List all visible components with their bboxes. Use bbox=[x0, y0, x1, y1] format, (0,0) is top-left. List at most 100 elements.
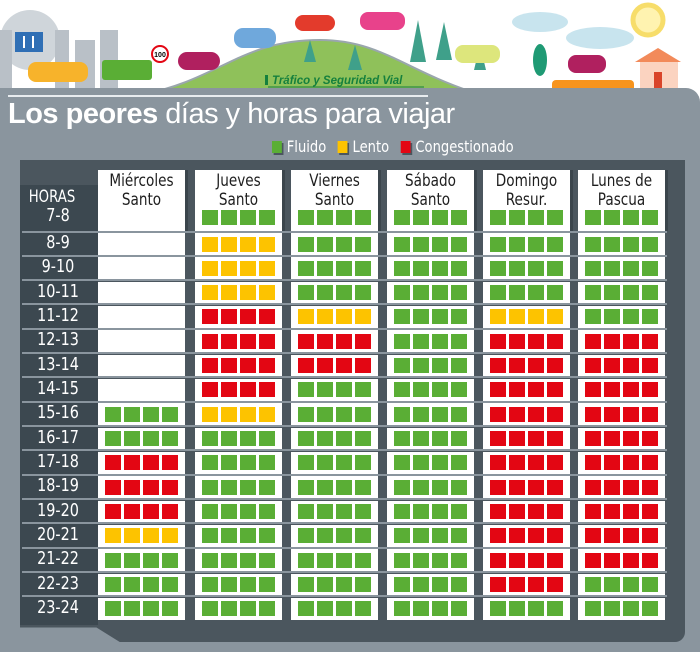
traffic-level-fluido bbox=[240, 552, 256, 568]
traffic-level-congestionado bbox=[221, 358, 237, 374]
traffic-level-fluido bbox=[509, 209, 525, 225]
traffic-level-fluido bbox=[432, 382, 448, 398]
traffic-level-congestionado bbox=[585, 528, 601, 544]
traffic-cell bbox=[291, 500, 378, 523]
traffic-level-fluido bbox=[221, 431, 237, 447]
row-divider bbox=[22, 425, 667, 428]
traffic-level-fluido bbox=[105, 601, 121, 617]
traffic-level-fluido bbox=[202, 552, 218, 568]
house-icon bbox=[635, 48, 681, 90]
traffic-level-fluido bbox=[336, 406, 352, 422]
traffic-level-fluido bbox=[162, 577, 178, 593]
traffic-level-fluido bbox=[623, 577, 639, 593]
traffic-level-congestionado bbox=[162, 479, 178, 495]
traffic-level-fluido bbox=[355, 479, 371, 495]
traffic-level-fluido bbox=[413, 333, 429, 349]
traffic-cell bbox=[291, 305, 378, 328]
traffic-level-congestionado bbox=[547, 479, 563, 495]
traffic-level-congestionado bbox=[298, 333, 314, 349]
clouds bbox=[512, 12, 634, 49]
column-header-line1: Jueves bbox=[216, 171, 261, 191]
traffic-level-fluido bbox=[451, 333, 467, 349]
traffic-level-lento bbox=[202, 285, 218, 301]
traffic-level-fluido bbox=[259, 209, 275, 225]
traffic-level-congestionado bbox=[642, 406, 658, 422]
traffic-level-fluido bbox=[355, 552, 371, 568]
traffic-level-fluido bbox=[355, 601, 371, 617]
traffic-level-lento bbox=[259, 236, 275, 252]
traffic-level-fluido bbox=[394, 333, 410, 349]
traffic-level-lento bbox=[259, 406, 275, 422]
traffic-level-congestionado bbox=[642, 455, 658, 471]
traffic-level-fluido bbox=[604, 260, 620, 276]
traffic-level-fluido bbox=[547, 260, 563, 276]
traffic-level-fluido bbox=[336, 260, 352, 276]
traffic-level-congestionado bbox=[604, 431, 620, 447]
traffic-level-fluido bbox=[432, 431, 448, 447]
traffic-level-fluido bbox=[355, 431, 371, 447]
traffic-level-congestionado bbox=[623, 528, 639, 544]
traffic-cell bbox=[387, 305, 474, 328]
hour-label: 18-19 bbox=[37, 475, 79, 497]
traffic-level-fluido bbox=[642, 309, 658, 325]
traffic-level-fluido bbox=[623, 236, 639, 252]
traffic-level-fluido bbox=[528, 285, 544, 301]
traffic-level-fluido bbox=[413, 260, 429, 276]
traffic-level-fluido bbox=[394, 455, 410, 471]
traffic-level-fluido bbox=[240, 577, 256, 593]
traffic-cell bbox=[483, 233, 570, 255]
traffic-cell bbox=[483, 354, 570, 377]
traffic-cell bbox=[291, 330, 378, 353]
traffic-level-fluido bbox=[490, 236, 506, 252]
traffic-level-lento bbox=[355, 309, 371, 325]
traffic-level-lento bbox=[221, 406, 237, 422]
traffic-level-congestionado bbox=[509, 406, 525, 422]
traffic-level-fluido bbox=[221, 455, 237, 471]
traffic-level-congestionado bbox=[509, 528, 525, 544]
traffic-level-congestionado bbox=[528, 333, 544, 349]
traffic-level-congestionado bbox=[585, 431, 601, 447]
hill bbox=[139, 38, 487, 95]
traffic-level-fluido bbox=[413, 309, 429, 325]
traffic-level-fluido bbox=[509, 236, 525, 252]
trees bbox=[304, 20, 547, 76]
traffic-level-fluido bbox=[317, 260, 333, 276]
traffic-level-fluido bbox=[317, 601, 333, 617]
traffic-cell bbox=[483, 305, 570, 328]
traffic-level-fluido bbox=[585, 236, 601, 252]
row-divider bbox=[22, 473, 667, 476]
traffic-cell bbox=[578, 354, 665, 377]
traffic-level-fluido bbox=[451, 260, 467, 276]
hour-label: 23-24 bbox=[37, 596, 79, 618]
traffic-level-congestionado bbox=[585, 479, 601, 495]
traffic-level-fluido bbox=[317, 236, 333, 252]
traffic-level-lento bbox=[528, 309, 544, 325]
legend-label: Fluido bbox=[286, 137, 327, 156]
traffic-level-lento bbox=[202, 260, 218, 276]
traffic-cell bbox=[98, 206, 185, 228]
traffic-level-fluido bbox=[336, 479, 352, 495]
row-divider bbox=[22, 327, 667, 330]
legend-item-fluido: Fluido bbox=[272, 137, 326, 156]
traffic-cell bbox=[195, 597, 282, 620]
traffic-level-fluido bbox=[355, 504, 371, 520]
column-header-line2: Santo bbox=[121, 190, 162, 210]
traffic-level-fluido bbox=[642, 209, 658, 225]
traffic-level-fluido bbox=[604, 309, 620, 325]
traffic-cell bbox=[98, 476, 185, 499]
hour-label: 20-21 bbox=[37, 523, 79, 545]
traffic-level-fluido bbox=[394, 236, 410, 252]
hour-label: 9-10 bbox=[41, 256, 75, 278]
traffic-level-congestionado bbox=[528, 552, 544, 568]
traffic-cell bbox=[483, 573, 570, 596]
traffic-level-fluido bbox=[317, 431, 333, 447]
traffic-level-congestionado bbox=[490, 333, 506, 349]
traffic-level-fluido bbox=[451, 382, 467, 398]
traffic-cell bbox=[387, 233, 474, 255]
traffic-level-fluido bbox=[317, 577, 333, 593]
traffic-cell bbox=[98, 524, 185, 547]
traffic-level-fluido bbox=[451, 552, 467, 568]
traffic-level-fluido bbox=[432, 455, 448, 471]
traffic-level-fluido bbox=[317, 382, 333, 398]
traffic-level-congestionado bbox=[240, 309, 256, 325]
